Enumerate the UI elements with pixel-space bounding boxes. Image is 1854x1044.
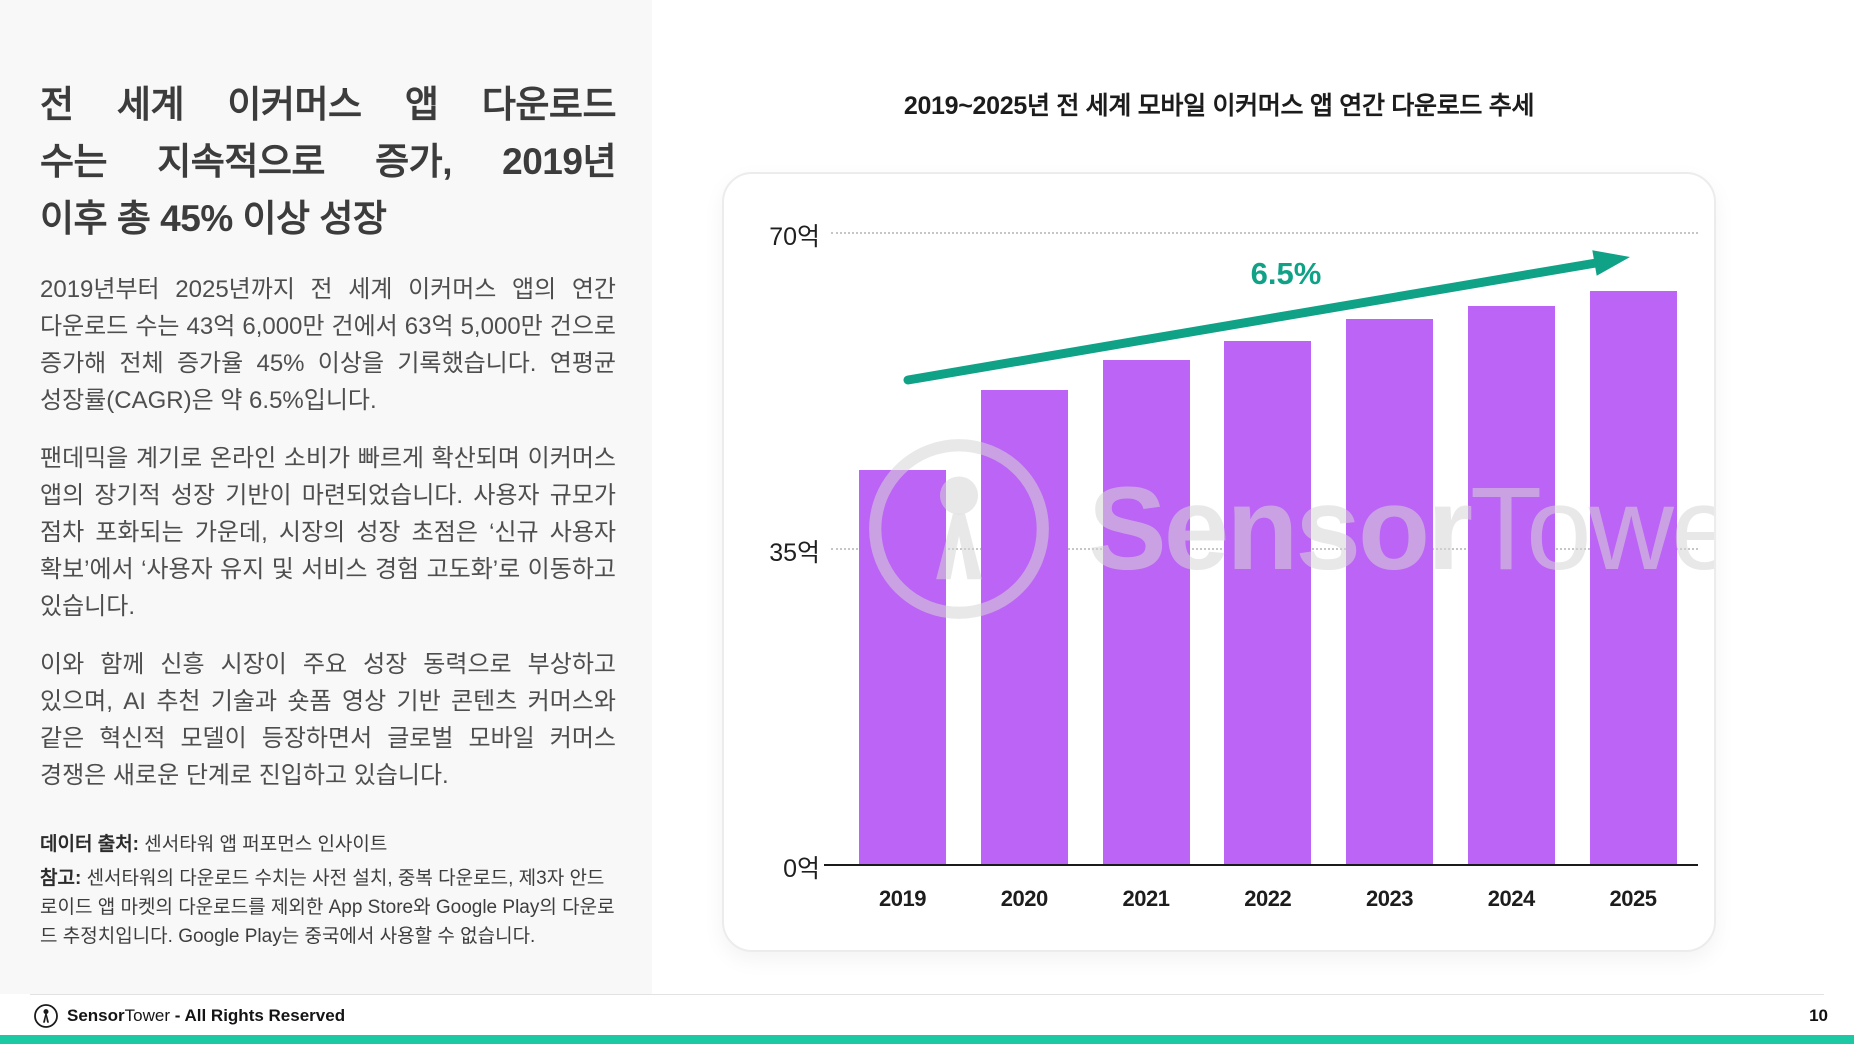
paragraph-growth-summary: 2019년부터 2025년까지 전 세계 이커머스 앱의 연간 다운로드 수는 … [40,276,616,414]
x-axis-line [824,864,1698,866]
data-source-text: 센서타워 앱 퍼포먼스 인사이트 [144,834,388,855]
page-title-line: 이후 총 45% 이상 성장 [40,198,387,239]
disclaimer-label: 참고: [40,868,82,889]
bar-2022 [1224,341,1312,864]
bar-2024 [1467,306,1555,864]
x-axis-tick-2022: 2022 [1244,886,1292,911]
bottom-accent-bar [0,1035,1854,1044]
footer-brand: SensorTower - All Rights Reserved [67,1006,346,1025]
footer: SensorTower - All Rights Reserved [33,1002,345,1030]
disclaimer-text: 센서타워의 다운로드 수치는 사전 설치, 중복 다운로드, 제3자 안드로이드… [40,868,615,947]
cagr-label: 6.5% [1250,256,1322,291]
page-title: 전 세계 이커머스 앱 다운로드 수는 지속적으로 증가, 2019년 이후 총… [40,76,617,247]
chart-title: 2019~2025년 전 세계 모바일 이커머스 앱 연간 다운로드 추세 [903,92,1535,120]
y-axis-tick-70: 70억 [769,223,820,251]
disclaimer-note: 참고: 센서타워의 다운로드 수치는 사전 설치, 중복 다운로드, 제3자 안… [40,864,616,951]
x-axis-tick-2020: 2020 [1000,886,1048,911]
page-number: 10 [1809,1006,1828,1025]
x-axis-tick-2019: 2019 [879,886,926,911]
bar-2021 [1102,360,1190,864]
bar-2023 [1346,318,1433,864]
x-axis-tick-2023: 2023 [1366,886,1413,911]
x-axis-tick-2021: 2021 [1122,886,1170,911]
page-title-line: 전 세계 이커머스 앱 다운로드 [40,84,617,125]
data-source-label: 데이터 출처: [40,834,140,855]
x-axis-tick-2024: 2024 [1487,886,1535,911]
y-axis-tick-35: 35억 [769,539,820,567]
paragraph-pandemic: 팬데믹을 계기로 온라인 소비가 빠르게 확산되며 이커머스 앱의 장기적 성장… [40,445,616,620]
chart-card: SensorTower 6.5% 70억35억0억201920202021202… [722,172,1716,952]
footer-divider [30,994,1824,995]
gridline-70 [831,232,1698,234]
data-source-note: 데이터 출처: 센서타워 앱 퍼포먼스 인사이트 [40,830,616,859]
y-axis-tick-0: 0억 [783,855,820,883]
bar-2025 [1589,290,1677,864]
trend-arrow-head [1592,250,1630,276]
sidebar-panel: 전 세계 이커머스 앱 다운로드 수는 지속적으로 증가, 2019년 이후 총… [0,0,652,994]
sensortower-logo-icon [34,1004,58,1028]
page-title-line: 수는 지속적으로 증가, 2019년 [40,141,617,182]
trend-arrow [903,250,1630,385]
footnotes: 데이터 출처: 센서타워 앱 퍼포먼스 인사이트 참고: 센서타워의 다운로드 … [40,830,616,951]
plot-area: SensorTower 6.5% 70억35억0억201920202021202… [724,174,1714,950]
paragraph-emerging-markets: 이와 함께 신흥 시장이 주요 성장 동력으로 부상하고 있으며, AI 추천 … [40,651,616,789]
x-axis-tick-2025: 2025 [1609,886,1657,911]
trend-arrow-line [903,258,1601,385]
